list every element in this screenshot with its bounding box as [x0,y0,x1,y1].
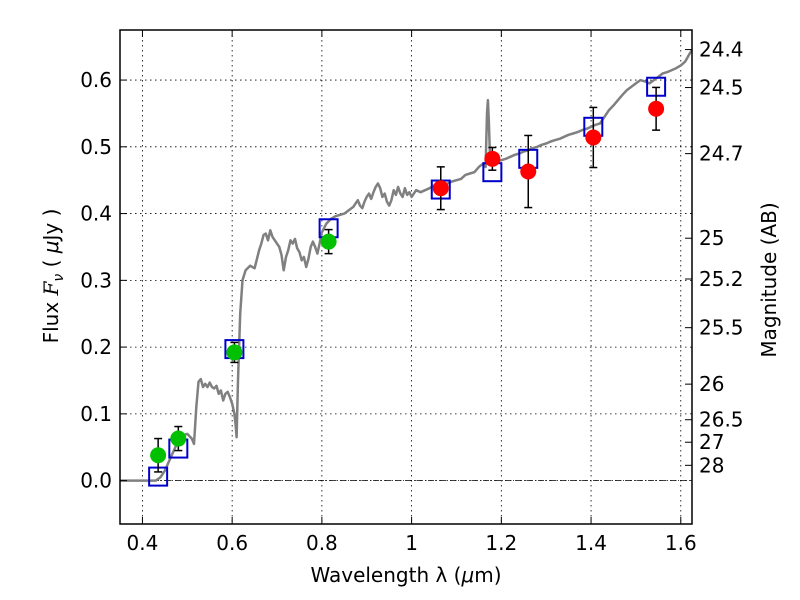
x-tick-label: 1 [405,531,418,555]
magnitude-tick-label: 26.5 [699,408,744,432]
magnitude-tick-label: 26 [699,372,724,396]
x-axis-label: Wavelength λ (μm) [310,563,501,587]
y-tick-label: 0.6 [80,68,112,92]
observed-point [484,150,501,167]
observed-point [648,100,665,117]
plot-frame [119,29,693,525]
grid [120,30,692,524]
y-tick-label: 0.3 [80,268,112,292]
magnitude-tick-label: 25.2 [699,267,744,291]
y-tick-label: 0.1 [80,402,112,426]
observed-photometry-markers [150,86,665,473]
right-axis-label: Magnitude (AB) [757,202,781,357]
x-tick-label: 1.6 [665,531,697,555]
model-spectrum-line [120,49,694,482]
observed-point [520,163,537,180]
magnitude-tick-label: 25.5 [699,316,744,340]
observed-point [320,233,337,250]
x-tick-label: 0.6 [216,531,248,555]
y-tick-label: 0.4 [80,202,112,226]
x-tick-label: 0.4 [127,531,159,555]
magnitude-tick-label: 24.7 [699,142,744,166]
y-tick-label: 0.2 [80,335,112,359]
magnitude-tick-label: 24.5 [699,76,744,100]
y-tick-label: 0.0 [80,469,112,493]
magnitude-tick-label: 24.4 [699,38,744,62]
y-axis-label: Flux Fν ( μJy ) [39,209,67,344]
observed-point [226,344,243,361]
x-tick-label: 1.4 [575,531,607,555]
y-tick-label: 0.5 [80,135,112,159]
magnitude-tick-label: 25 [699,226,724,250]
observed-point [150,447,167,464]
observed-point [170,430,187,447]
x-tick-label: 1.2 [485,531,517,555]
magnitude-tick-label: 27 [699,430,724,454]
magnitude-tick-label: 28 [699,453,724,477]
observed-point [432,180,449,197]
x-tick-label: 0.8 [306,531,338,555]
observed-point [585,129,602,146]
axis-ticks: 0.4 0.6 0.8 1 1.2 1.4 1.6 0.0 0.1 0.2 0.3 0.4 0.5 0.6… [80,30,744,555]
